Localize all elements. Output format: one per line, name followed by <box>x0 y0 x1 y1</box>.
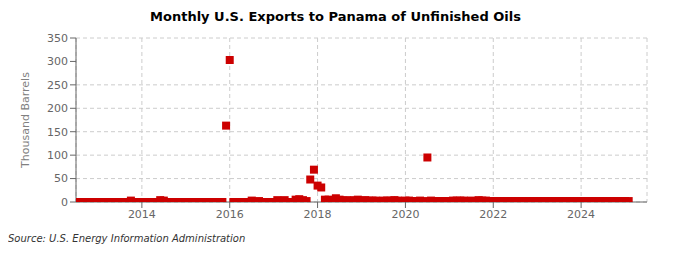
svg-text:Thousand Barrels: Thousand Barrels <box>19 72 32 169</box>
svg-text:200: 200 <box>47 102 68 115</box>
html-text:Source: U.S. Energy Informatio: Source: U.S. Energy Information Administ… <box>8 233 246 244</box>
html-text:Monthly U.S. Exports to Panama: Monthly U.S. Exports to Panama of Unfini… <box>150 9 521 24</box>
svg-text:300: 300 <box>47 55 68 68</box>
svg-text:2016: 2016 <box>216 208 244 221</box>
svg-text:2020: 2020 <box>391 208 419 221</box>
svg-text:250: 250 <box>47 79 68 92</box>
svg-text:150: 150 <box>47 126 68 139</box>
svg-text:50: 50 <box>54 172 68 185</box>
svg-text:2018: 2018 <box>304 208 332 221</box>
svg-text:2022: 2022 <box>479 208 507 221</box>
svg-text:2024: 2024 <box>567 208 595 221</box>
svg-text:100: 100 <box>47 149 68 162</box>
svg-text:2014: 2014 <box>128 208 156 221</box>
svg-text:0: 0 <box>61 196 68 209</box>
svg-text:350: 350 <box>47 32 68 45</box>
